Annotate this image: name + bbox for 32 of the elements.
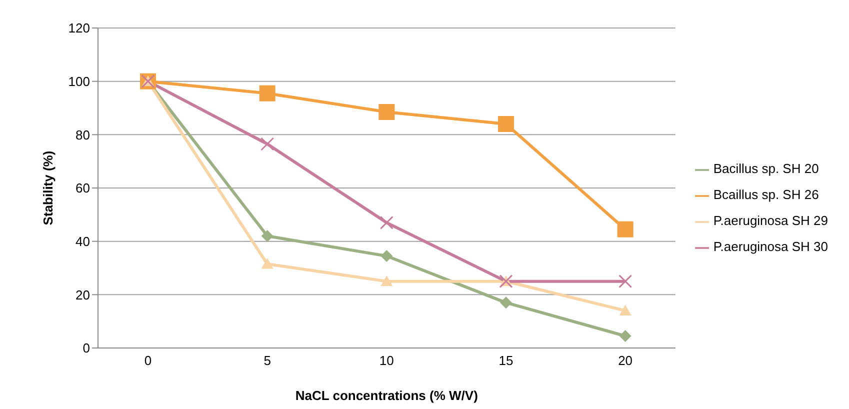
point (259, 85, 276, 102)
legend-label: P.aeruginosa SH 30 (713, 239, 828, 254)
point (380, 275, 393, 286)
x-tick-label: 15 (498, 353, 514, 368)
point (618, 274, 632, 288)
point (498, 116, 514, 132)
point (260, 137, 274, 151)
x-axis-title: NaCL concentrations (% W/V) (295, 388, 478, 403)
x-tick-label: 20 (618, 353, 633, 368)
legend-label: Bacillus sp. SH 20 (713, 161, 819, 176)
x-tick-label: 5 (264, 353, 271, 368)
point (378, 104, 395, 120)
point (261, 230, 274, 242)
point (261, 258, 274, 269)
point (500, 296, 512, 309)
x-tick-label: 0 (144, 353, 152, 368)
y-tick-label: 60 (76, 180, 90, 196)
point (619, 330, 632, 342)
y-tick-label: 20 (76, 287, 90, 302)
point (380, 250, 393, 262)
y-tick-label: 40 (76, 234, 90, 249)
point (617, 221, 634, 238)
legend-label: Bcaillus sp. SH 26 (713, 187, 819, 202)
y-tick-label: 120 (68, 20, 90, 36)
point (380, 216, 394, 230)
legend-label: P.aeruginosa SH 29 (713, 213, 828, 228)
y-tick-label: 100 (68, 74, 90, 89)
y-tick-label: 0 (82, 340, 90, 356)
point (619, 304, 632, 316)
y-tick-label: 80 (76, 127, 90, 142)
y-axis-title: Stability (%) (40, 150, 56, 226)
x-tick-label: 10 (379, 353, 394, 368)
